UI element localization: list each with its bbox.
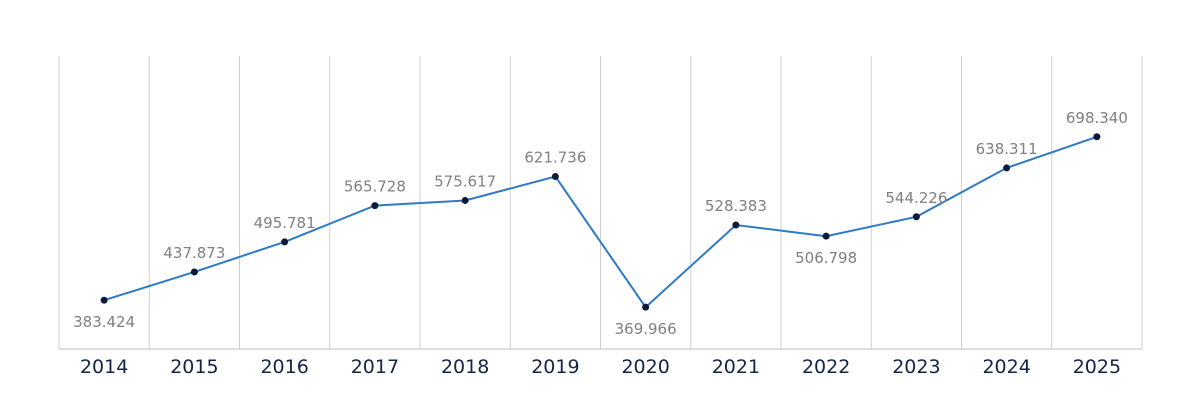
x-tick-label-2022: 2022 <box>802 356 850 378</box>
data-label-2017: 565.728 <box>344 178 406 196</box>
x-tick-label-2023: 2023 <box>892 356 940 378</box>
grid-lines <box>58 56 1143 349</box>
data-point-2014[interactable] <box>100 296 108 304</box>
data-label-2021: 528.383 <box>705 197 767 215</box>
x-tick-label-2024: 2024 <box>982 356 1030 378</box>
x-tick-label-2021: 2021 <box>712 356 760 378</box>
x-tick-label-2017: 2017 <box>351 356 399 378</box>
data-label-2014: 383.424 <box>73 313 135 331</box>
data-point-2022[interactable] <box>822 232 830 240</box>
x-tick-label-2014: 2014 <box>80 356 128 378</box>
data-labels: 383.424 437.873 495.781 565.728 575.617 621.7… <box>73 109 1128 338</box>
data-points <box>100 133 1101 311</box>
data-point-2023[interactable] <box>912 213 920 221</box>
data-point-2017[interactable] <box>371 202 379 210</box>
data-label-2023: 544.226 <box>885 189 947 207</box>
data-point-2018[interactable] <box>461 196 469 204</box>
data-point-2015[interactable] <box>190 268 198 276</box>
data-point-2025[interactable] <box>1093 133 1101 141</box>
data-label-2015: 437.873 <box>163 244 225 262</box>
data-point-2020[interactable] <box>642 303 650 311</box>
x-tick-label-2016: 2016 <box>260 356 308 378</box>
data-label-2019: 621.736 <box>524 149 586 167</box>
data-label-2020: 369.966 <box>615 320 677 338</box>
data-point-2024[interactable] <box>1003 164 1011 172</box>
data-label-2016: 495.781 <box>254 214 316 232</box>
series-line <box>103 135 1098 309</box>
data-label-2025: 698.340 <box>1066 109 1128 127</box>
data-point-2019[interactable] <box>551 173 559 181</box>
x-tick-label-2025: 2025 <box>1073 356 1121 378</box>
series-line-group <box>103 135 1098 309</box>
x-tick-label-2020: 2020 <box>621 356 669 378</box>
x-tick-labels: 2014 2015 2016 2017 2018 2019 2020 2021 2022 2023… <box>80 356 1121 378</box>
x-tick-label-2019: 2019 <box>531 356 579 378</box>
x-tick-label-2015: 2015 <box>170 356 218 378</box>
data-point-2016[interactable] <box>281 238 289 246</box>
data-point-2021[interactable] <box>732 221 740 229</box>
data-label-2018: 575.617 <box>434 172 496 190</box>
x-tick-label-2018: 2018 <box>441 356 489 378</box>
data-label-2022: 506.798 <box>795 249 857 267</box>
data-label-2024: 638.311 <box>976 140 1038 158</box>
